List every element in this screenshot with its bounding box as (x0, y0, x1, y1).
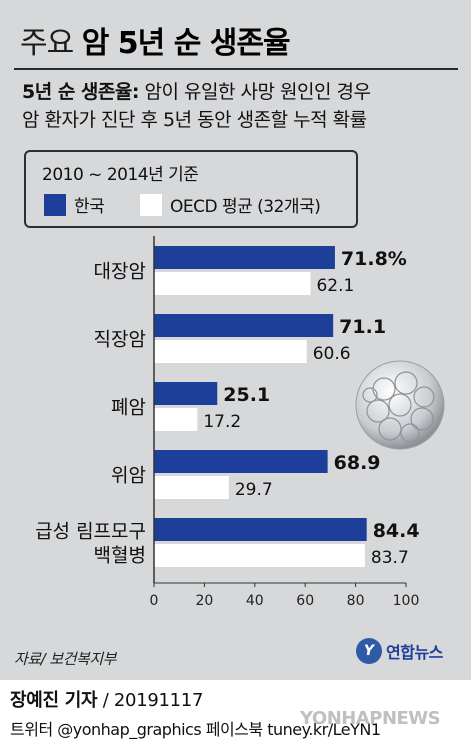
byline: 장예진 기자 / 20191117 (10, 686, 203, 712)
watermark: YONHAPNEWS (300, 708, 441, 729)
category-label: 대장암 (94, 261, 146, 283)
category-label: 위암 (111, 465, 146, 487)
value-label-oecd: 83.7 (371, 548, 409, 568)
source-note: 자료/ 보건복지부 (14, 650, 116, 668)
legend-label-korea: 한국 (74, 197, 105, 217)
title-prefix: 주요 (20, 26, 74, 61)
infographic-card: 주요 암 5년 순 생존율 5년 순 생존율: 암이 유일한 사망 원인인 경우… (0, 0, 471, 680)
page-title: 주요 암 5년 순 생존율 (20, 18, 291, 62)
value-label-korea: 71.1 (339, 316, 386, 338)
chart-legend: 2010 ~ 2014년 기준 한국 OECD 평균 (32개국) (24, 150, 358, 228)
logo-mark-icon: Y (356, 638, 382, 664)
bar-korea (154, 450, 328, 473)
bar-oecd (154, 340, 307, 363)
value-label-oecd: 29.7 (235, 480, 273, 500)
legend-swatch-oecd (140, 193, 162, 216)
x-tick-label: 40 (246, 593, 264, 609)
value-label-korea: 68.9 (334, 452, 381, 474)
logo-text: 연합뉴스 (386, 643, 443, 662)
legend-item-oecd: OECD 평균 (32개국) (140, 192, 321, 217)
value-label-oecd: 17.2 (203, 412, 241, 432)
title-divider (14, 68, 458, 70)
legend-item-korea: 한국 (44, 192, 105, 217)
x-tick-label: 100 (393, 593, 420, 609)
definition-text: 5년 순 생존율: 암이 유일한 사망 원인인 경우 암 환자가 진단 후 5년… (22, 78, 462, 134)
category-label: 폐암 (111, 397, 146, 419)
legend-period: 2010 ~ 2014년 기준 (42, 165, 199, 185)
value-label-oecd: 60.6 (313, 344, 351, 364)
byline-date: / 20191117 (102, 690, 204, 711)
value-label-korea: 84.4 (373, 520, 420, 542)
category-label: 급성 림프모구 (35, 521, 146, 543)
category-label: 백혈병 (94, 545, 146, 567)
definition-line2: 암 환자가 진단 후 5년 동안 생존할 누적 확률 (22, 109, 367, 131)
category-label: 직장암 (94, 329, 146, 351)
legend-label-oecd: OECD 평균 (32개국) (170, 197, 321, 217)
x-tick-label: 20 (195, 593, 213, 609)
cancer-cell-icon (355, 360, 445, 450)
reporter-name: 장예진 기자 (10, 690, 98, 711)
legend-swatch-korea (44, 193, 66, 216)
bar-oecd (154, 408, 198, 431)
x-tick-label: 0 (150, 593, 159, 609)
x-tick-label: 60 (296, 593, 314, 609)
bar-korea (154, 246, 335, 269)
social-links: 트위터 @yonhap_graphics 페이스북 tuney.kr/LeYN1 (10, 720, 381, 739)
value-label-korea: 71.8% (341, 248, 407, 270)
yonhap-logo: Y 연합뉴스 (356, 638, 443, 664)
definition-term: 5년 순 생존율: (22, 81, 139, 103)
value-label-oecd: 62.1 (316, 276, 354, 296)
definition-line1: 암이 유일한 사망 원인인 경우 (144, 81, 371, 103)
bar-korea (154, 518, 367, 541)
value-label-korea: 25.1 (223, 384, 270, 406)
bar-korea (154, 382, 218, 405)
bar-oecd (154, 544, 365, 567)
title-main: 암 5년 순 생존율 (81, 26, 291, 61)
x-tick-label: 80 (347, 593, 365, 609)
bar-chart: 71.8% 62.1 대장암 71.1 60.6 직장암 25.1 17.2 폐암 68.9 29.… (35, 236, 420, 609)
bar-korea (154, 314, 334, 337)
bar-oecd (154, 272, 311, 295)
bar-oecd (154, 476, 229, 499)
